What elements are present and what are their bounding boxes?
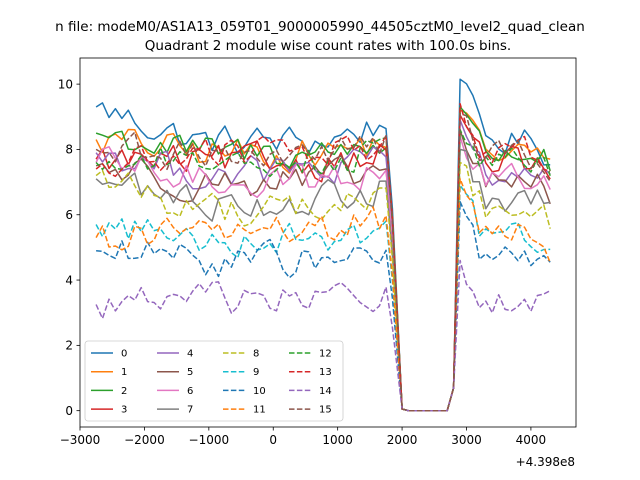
series-line-10 <box>96 200 551 412</box>
legend-label: 5 <box>187 367 193 378</box>
axes-frame <box>79 57 577 428</box>
legend-entry-5: 5 <box>157 367 193 378</box>
x-tick-label: 2000 <box>387 433 418 447</box>
legend-label: 14 <box>319 386 332 397</box>
series-line-7 <box>95 148 551 412</box>
series-lines <box>95 78 551 412</box>
y-tick-label: 10 <box>58 77 73 91</box>
legend-entry-6: 6 <box>157 386 193 397</box>
legend-label: 12 <box>319 349 332 360</box>
y-tick-label: 4 <box>65 273 73 287</box>
legend-entry-4: 4 <box>157 349 193 360</box>
legend-label: 8 <box>253 349 259 360</box>
legend-box <box>84 340 344 422</box>
series-line-11 <box>95 178 551 412</box>
x-tick-label: 3000 <box>451 433 482 447</box>
x-tick-label: −2000 <box>124 433 165 447</box>
series-line-0 <box>95 78 551 412</box>
legend-entry-15: 15 <box>289 405 332 416</box>
legend-entry-9: 9 <box>223 367 259 378</box>
x-tick-label: 1000 <box>322 433 353 447</box>
x-offset-label: +4.398e8 <box>516 455 575 469</box>
series-line-14 <box>95 259 551 412</box>
legend-label: 3 <box>121 405 127 416</box>
plot-area <box>95 78 551 412</box>
legend-entry-11: 11 <box>223 405 266 416</box>
legend-entry-12: 12 <box>289 349 332 360</box>
legend-entry-10: 10 <box>223 386 266 397</box>
series-line-6 <box>95 135 551 412</box>
y-tick-label: 8 <box>65 143 73 157</box>
x-tick-label: 4000 <box>516 433 547 447</box>
legend-label: 1 <box>121 367 127 378</box>
legend-label: 15 <box>319 405 332 416</box>
series-line-15 <box>95 112 551 412</box>
legend-entry-2: 2 <box>91 386 127 397</box>
x-tick-label: −1000 <box>189 433 230 447</box>
legend-entry-1: 1 <box>91 367 127 378</box>
figure-suptitle: n file: modeM0/AS1A13_059T01_9000005990_… <box>55 19 585 35</box>
legend-label: 6 <box>187 386 193 397</box>
series-line-4 <box>95 119 551 412</box>
series-line-8 <box>95 161 551 412</box>
series-line-3 <box>95 114 551 412</box>
legend-entry-7: 7 <box>157 405 193 416</box>
legend-entry-0: 0 <box>91 349 127 360</box>
series-line-1 <box>95 109 551 412</box>
series-line-2 <box>95 106 551 412</box>
legend-label: 10 <box>253 386 266 397</box>
y-tick-label: 0 <box>65 404 73 418</box>
series-line-9 <box>95 184 551 412</box>
legend-label: 2 <box>121 386 127 397</box>
legend-label: 7 <box>187 405 193 416</box>
legend-entry-14: 14 <box>289 386 332 397</box>
y-tick-label: 6 <box>65 208 73 222</box>
legend-entry-3: 3 <box>91 405 127 416</box>
y-tick-label: 2 <box>65 339 73 353</box>
x-tick-label: −3000 <box>60 433 101 447</box>
legend-entry-13: 13 <box>289 367 332 378</box>
series-line-12 <box>95 129 551 412</box>
legend-label: 9 <box>253 367 259 378</box>
x-tick-label: 0 <box>269 433 277 447</box>
legend-label: 13 <box>319 367 332 378</box>
legend-entry-8: 8 <box>223 349 259 360</box>
chart-title: Quadrant 2 module wise count rates with … <box>145 38 511 54</box>
legend-label: 11 <box>253 405 266 416</box>
legend-label: 0 <box>121 349 127 360</box>
legend-label: 4 <box>187 349 193 360</box>
